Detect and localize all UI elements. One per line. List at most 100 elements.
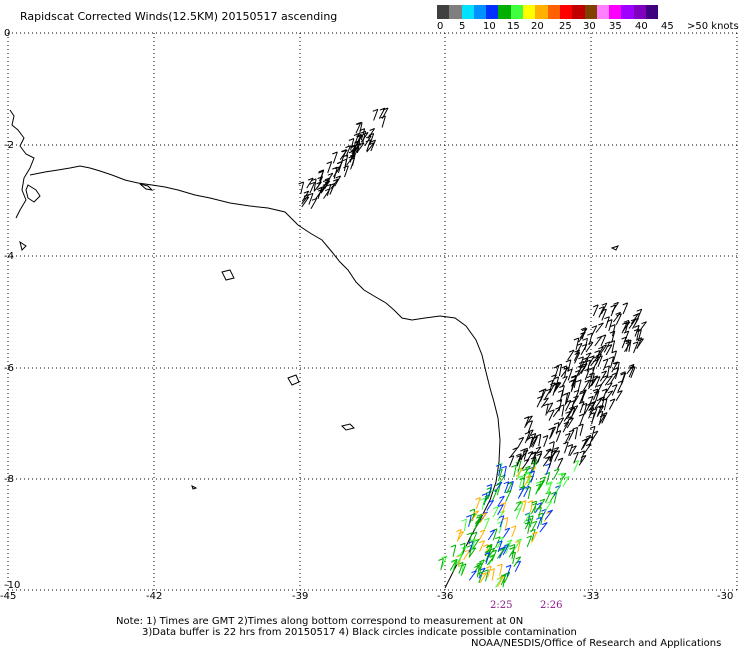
legend-label: 20 — [531, 21, 544, 32]
wind-barb — [326, 184, 332, 196]
wind-barb-flag — [563, 366, 569, 370]
wind-barb-flag — [562, 392, 568, 396]
wind-barb — [471, 510, 480, 521]
wind-barb — [526, 535, 533, 548]
wind-barb — [476, 565, 480, 578]
wind-barb — [575, 343, 583, 355]
wind-barb — [497, 469, 503, 481]
wind-barb — [594, 398, 603, 409]
wind-barb-flag — [607, 375, 613, 379]
wind-barb-flag — [486, 543, 493, 547]
wind-barb — [613, 312, 621, 323]
wind-barb-flag — [466, 544, 473, 548]
wind-barb — [544, 491, 552, 503]
wind-barb-flag — [476, 513, 483, 517]
wind-barb — [596, 350, 601, 363]
wind-barb — [497, 504, 504, 516]
wind-barb-flag — [324, 177, 331, 181]
legend-label: 35 — [609, 21, 622, 32]
pass-time-label: 2:25 — [490, 600, 513, 611]
wind-barb — [496, 536, 504, 548]
wind-barb-flag — [553, 422, 560, 425]
wind-barb — [487, 529, 496, 541]
wind-barb-flag — [561, 365, 567, 369]
wind-barb-flag — [303, 194, 310, 197]
wind-barb-flag — [536, 502, 543, 506]
wind-barb — [634, 325, 640, 337]
wind-barb — [608, 319, 613, 332]
wind-barb-flag — [630, 318, 637, 322]
wind-barb — [508, 546, 516, 558]
wind-barb-flag — [515, 540, 521, 544]
wind-barb — [575, 337, 580, 350]
wind-barb-flag — [528, 466, 534, 470]
wind-barb-flag — [527, 436, 534, 440]
wind-barb — [608, 398, 616, 410]
legend-swatch — [596, 5, 610, 19]
wind-speed-legend: 0 5 10 15 20 25 30 35 40 45 >50 knots — [437, 5, 739, 35]
wind-barb-flag — [604, 341, 611, 345]
wind-barb — [511, 525, 517, 538]
wind-barb — [456, 553, 463, 565]
wind-barb — [568, 444, 574, 456]
wind-barb — [564, 433, 571, 445]
wind-barb — [602, 388, 608, 401]
wind-barb-flag — [591, 408, 598, 411]
wind-barb — [496, 548, 505, 559]
wind-barb — [306, 177, 314, 189]
wind-barb — [516, 455, 523, 467]
wind-barb — [630, 366, 636, 379]
wind-barb-flag — [477, 571, 484, 575]
wind-barb — [561, 376, 568, 388]
wind-barb — [523, 448, 528, 460]
wind-barb-flag — [524, 416, 530, 420]
wind-barb-flag — [602, 358, 609, 362]
wind-barb — [579, 423, 584, 436]
wind-barb-flag — [592, 430, 598, 434]
legend-swatch — [572, 5, 585, 19]
wind-barb — [616, 362, 620, 375]
wind-barb — [577, 379, 582, 392]
wind-barb-flag — [370, 139, 376, 143]
wind-barb — [549, 426, 557, 438]
wind-barb-flag — [563, 441, 569, 445]
wind-barb-flag — [571, 445, 577, 449]
wind-barb-flag — [537, 512, 544, 516]
wind-barb — [514, 538, 523, 549]
wind-barb — [603, 341, 611, 353]
wind-barb-flag — [572, 426, 578, 430]
wind-barb — [485, 552, 491, 565]
wind-barb-flag — [484, 517, 490, 521]
wind-barb-flag — [519, 485, 525, 489]
wind-barb — [564, 416, 572, 427]
wind-barb-flag — [636, 308, 642, 312]
wind-barb — [345, 155, 355, 166]
wind-barb — [595, 384, 603, 396]
wind-barb — [561, 385, 565, 398]
wind-barb — [310, 198, 318, 209]
wind-barb-flag — [489, 547, 495, 551]
wind-barb — [617, 380, 624, 392]
wind-barb-flag — [623, 319, 629, 323]
wind-barb-flag — [326, 161, 332, 165]
latitude-label: -4 — [4, 251, 14, 262]
wind-barb-flag — [498, 504, 504, 507]
wind-barb-flag — [516, 453, 522, 457]
wind-barb — [468, 570, 477, 581]
wind-barb — [574, 427, 578, 440]
wind-barb-flag — [584, 368, 590, 372]
wind-barb — [615, 390, 623, 402]
wind-barb-flag — [604, 316, 610, 320]
wind-barb — [599, 411, 604, 424]
wind-barb-flag — [608, 356, 614, 360]
wind-barb — [594, 376, 601, 388]
wind-barb-flag — [546, 500, 552, 504]
wind-barb — [492, 528, 498, 541]
wind-barb — [579, 328, 588, 339]
wind-barb-flag — [547, 456, 553, 460]
wind-barb-flag — [579, 389, 586, 393]
wind-barb-flag — [522, 447, 528, 451]
wind-barb-flag — [569, 407, 576, 411]
wind-barb — [524, 518, 532, 530]
